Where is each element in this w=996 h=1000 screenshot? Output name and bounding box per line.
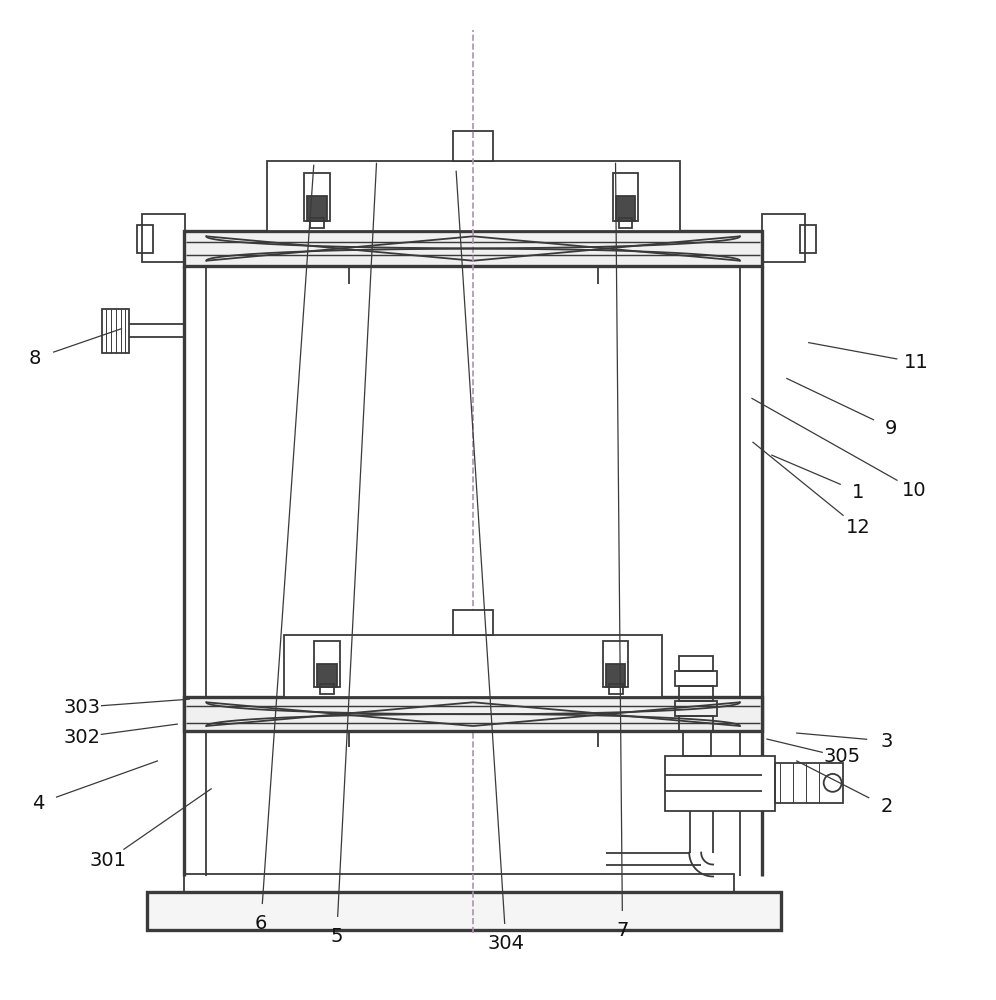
Bar (613, 173, 638, 221)
Bar (142, 214, 185, 262)
Bar (102, 309, 129, 353)
Bar (317, 664, 337, 687)
Bar (314, 641, 340, 687)
Text: 301: 301 (89, 851, 126, 870)
Bar (284, 635, 662, 697)
Bar (762, 214, 805, 262)
Bar (310, 218, 324, 228)
Bar (184, 874, 734, 892)
Bar (453, 131, 493, 161)
Bar (137, 225, 153, 253)
Circle shape (824, 774, 842, 792)
Bar (184, 231, 762, 266)
Text: 6: 6 (255, 914, 267, 933)
Bar (619, 218, 632, 228)
Bar (616, 196, 635, 221)
Text: 303: 303 (63, 698, 101, 717)
Text: 9: 9 (885, 419, 897, 438)
Text: 305: 305 (823, 747, 861, 766)
Text: 11: 11 (904, 353, 928, 372)
Text: 304: 304 (487, 934, 525, 953)
Text: 10: 10 (902, 481, 926, 500)
Bar (603, 641, 628, 687)
Bar (320, 684, 334, 694)
Bar (147, 892, 781, 930)
Text: 2: 2 (880, 797, 892, 816)
Bar (675, 701, 717, 716)
Bar (679, 686, 713, 701)
Text: 1: 1 (853, 483, 865, 502)
Bar (304, 173, 330, 221)
Bar (307, 196, 327, 221)
Bar (800, 225, 816, 253)
Text: 5: 5 (331, 927, 343, 946)
Bar (679, 716, 713, 731)
Bar (679, 656, 713, 671)
Bar (683, 731, 711, 756)
Bar (453, 610, 493, 635)
Bar (609, 684, 622, 694)
Bar (675, 671, 717, 686)
Bar (775, 763, 843, 803)
Text: 8: 8 (29, 349, 41, 368)
Bar (267, 161, 680, 231)
Bar (184, 697, 762, 731)
Text: 302: 302 (63, 728, 101, 747)
Text: 3: 3 (880, 732, 892, 751)
Text: 4: 4 (32, 794, 44, 813)
Text: 7: 7 (617, 921, 628, 940)
Bar (606, 664, 625, 687)
Bar (665, 756, 775, 811)
Text: 12: 12 (847, 518, 871, 537)
